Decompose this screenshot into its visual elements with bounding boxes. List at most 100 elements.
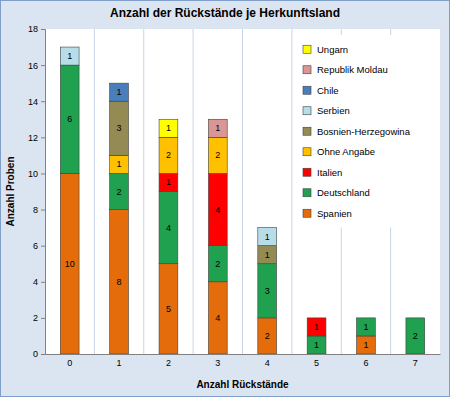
y-tick-label: 0 [33, 349, 38, 359]
bar-segment [208, 282, 227, 354]
separator [193, 29, 194, 354]
bar-segment [307, 318, 326, 336]
y-tick-label: 18 [28, 24, 38, 34]
bar-segment [307, 317, 326, 318]
x-tick-label: 7 [413, 358, 418, 368]
x-axis: 01234567 [46, 354, 441, 368]
legend-swatch [303, 127, 311, 135]
bar-segment [60, 65, 79, 173]
separator [143, 29, 144, 354]
bar-segment [208, 119, 227, 120]
y-axis-line [41, 30, 46, 355]
data-label: 1 [117, 87, 122, 97]
data-label: 5 [166, 304, 171, 314]
bar-segment [357, 318, 376, 336]
legend-swatch [303, 189, 311, 197]
y-tick-label: 10 [28, 169, 38, 179]
y-tick: 6 [33, 241, 45, 251]
bar-segment [406, 317, 425, 318]
bar-segment [357, 317, 376, 318]
data-label: 1 [265, 232, 270, 242]
bar-segment [406, 317, 425, 318]
x-axis-line [46, 354, 441, 355]
legend-label: Deutschland [317, 187, 370, 198]
bar-segment [110, 83, 129, 84]
bar-segment [159, 173, 178, 191]
x-tick-label: 1 [117, 358, 122, 368]
bar-segment [357, 317, 376, 318]
bar-segment [110, 210, 129, 354]
bar-segment [159, 264, 178, 354]
x-tick: 5 [314, 354, 319, 368]
y-tick-mark [41, 354, 45, 355]
data-label: 2 [117, 187, 122, 197]
y-tick: 14 [28, 97, 45, 107]
y-tick-mark [41, 29, 45, 30]
bar-segment [110, 83, 129, 84]
x-tick-label: 6 [363, 358, 368, 368]
legend-box [293, 35, 436, 228]
bar-segment [307, 317, 326, 318]
bar-segment [208, 246, 227, 282]
y-tick-mark [41, 246, 45, 247]
legend-swatch [303, 45, 311, 53]
bar-segment [406, 317, 425, 318]
x-tick: 6 [363, 354, 368, 368]
y-tick: 4 [33, 277, 45, 287]
plot: 1085421624231121411223111111024681012141… [28, 24, 441, 368]
data-label: 4 [215, 205, 220, 215]
separator [291, 29, 292, 354]
y-axis: 024681012141618 [28, 24, 46, 359]
bar-segment [60, 47, 79, 48]
x-tick-label: 3 [215, 358, 220, 368]
bar-segment [60, 47, 79, 48]
y-tick: 12 [28, 133, 45, 143]
bar-segment [258, 227, 277, 228]
data-label: 2 [413, 331, 418, 341]
legend-label: Republik Moldau [317, 64, 388, 75]
legend-swatch [303, 168, 311, 176]
x-tick: 0 [67, 354, 72, 368]
bar-segment [110, 83, 129, 101]
x-tick-label: 0 [67, 358, 72, 368]
data-label: 2 [265, 331, 270, 341]
x-tick-label: 2 [166, 358, 171, 368]
legend-label: Chile [317, 85, 339, 96]
y-tick-label: 8 [33, 205, 38, 215]
data-label: 6 [67, 114, 72, 124]
background [1, 1, 450, 397]
bar-segment [258, 246, 277, 264]
legend-label: Ungarn [317, 44, 348, 55]
data-label: 10 [65, 259, 75, 269]
data-label: 2 [215, 150, 220, 160]
data-label: 1 [117, 159, 122, 169]
plot-area [45, 29, 440, 354]
bar-segment [258, 227, 277, 228]
x-tick: 7 [413, 354, 418, 368]
bar-segment [208, 173, 227, 245]
bar-segment [258, 227, 277, 228]
bar-segment [258, 318, 277, 354]
y-tick-mark [41, 173, 45, 174]
separator [94, 29, 95, 354]
data-label: 1 [314, 340, 319, 350]
y-tick: 2 [33, 313, 45, 323]
legend-label: Ohne Angabe [317, 146, 375, 157]
title: Anzahl der Rückstände je Herkunftsland [110, 6, 340, 20]
data-label: 4 [215, 313, 220, 323]
y-tick-mark [41, 137, 45, 138]
legend-swatch [303, 209, 311, 217]
x-tick: 1 [117, 354, 122, 368]
x-axis-title: Anzahl Rückstände [196, 379, 289, 390]
y-tick-label: 12 [28, 133, 38, 143]
legend-label: Serbien [317, 105, 350, 116]
bar-segment [159, 137, 178, 173]
bar-segment [357, 317, 376, 318]
bar-segment [357, 317, 376, 318]
data-label: 1 [166, 177, 171, 187]
bar-segment [406, 318, 425, 354]
data-label: 2 [215, 259, 220, 269]
bar-segment [60, 173, 79, 354]
y-tick-label: 14 [28, 97, 38, 107]
x-tick: 3 [215, 354, 220, 368]
